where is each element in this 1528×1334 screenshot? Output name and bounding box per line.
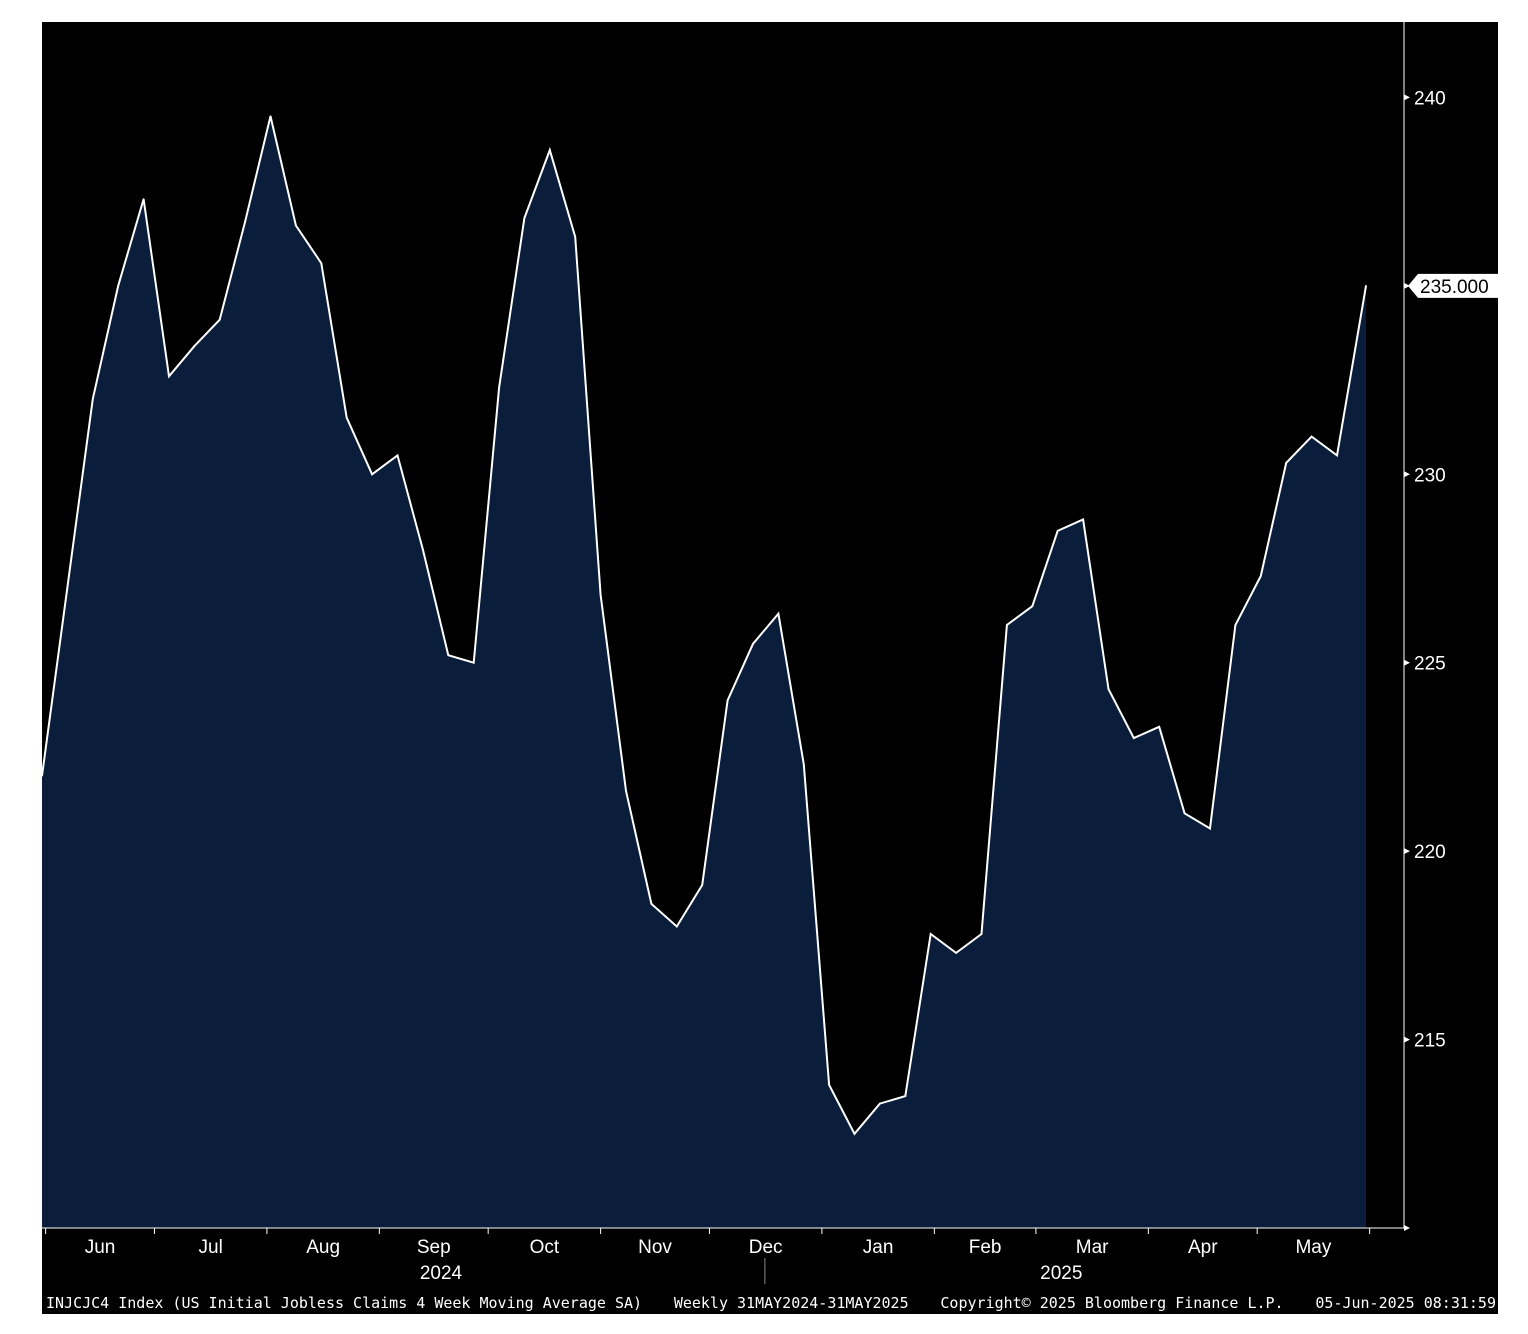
- footer-range: Weekly 31MAY2024-31MAY2025: [673, 1294, 909, 1312]
- data-point-22: [599, 594, 602, 596]
- data-point-34: [904, 1095, 907, 1097]
- chart-svg: 215220225230235240235.000JunJulAugSepOct…: [42, 22, 1498, 1284]
- data-point-35: [929, 933, 932, 935]
- x-tick-label-dec: Dec: [749, 1237, 783, 1258]
- data-point-33: [879, 1102, 881, 1105]
- y-tick-label-230: 230: [1414, 465, 1446, 486]
- data-point-42: [1107, 688, 1110, 690]
- x-tick-label-feb: Feb: [969, 1237, 1002, 1258]
- data-point-6: [193, 345, 196, 347]
- data-point-2: [92, 398, 94, 400]
- data-point-20: [549, 149, 551, 151]
- data-point-49: [1285, 462, 1287, 464]
- data-point-24: [650, 903, 653, 905]
- data-point-28: [752, 643, 754, 645]
- data-point-0: [42, 775, 43, 777]
- x-tick-label-nov: Nov: [638, 1237, 672, 1258]
- x-tick-label-may: May: [1295, 1237, 1331, 1258]
- data-point-10: [295, 224, 297, 227]
- footer-timestamp: 05-Jun-2025 08:31:59: [1315, 1294, 1496, 1312]
- last-value-badge: [1408, 273, 1498, 298]
- data-point-1: [66, 586, 69, 589]
- data-point-11: [320, 262, 323, 264]
- data-point-52: [1365, 285, 1367, 287]
- x-tick-label-jul: Jul: [199, 1237, 223, 1258]
- data-point-36: [955, 952, 957, 954]
- data-point-12: [345, 416, 348, 419]
- last-value-label: 235.000: [1420, 277, 1489, 298]
- data-point-29: [777, 612, 780, 615]
- data-point-14: [396, 454, 399, 457]
- data-point-3: [117, 285, 119, 287]
- data-point-8: [244, 220, 246, 223]
- y-tick-label-220: 220: [1414, 842, 1446, 863]
- footer-ticker: INJCJC4 Index (US Initial Jobless Claims…: [46, 1294, 643, 1312]
- footer-copyright: Copyright© 2025 Bloomberg Finance L.P.: [940, 1294, 1284, 1312]
- year-label-2024: 2024: [420, 1263, 463, 1284]
- data-point-26: [701, 884, 703, 886]
- y-tick-220: [1404, 848, 1410, 855]
- data-point-17: [472, 661, 475, 664]
- data-point-51: [1336, 454, 1338, 457]
- chart-panel: 215220225230235240235.000JunJulAugSepOct…: [42, 22, 1498, 1314]
- data-point-46: [1209, 827, 1211, 830]
- data-point-40: [1056, 530, 1059, 532]
- data-point-16: [447, 654, 450, 656]
- x-tick-label-jun: Jun: [85, 1237, 116, 1258]
- series-area: [42, 116, 1366, 1229]
- y-tick-label-240: 240: [1414, 88, 1446, 109]
- data-point-5: [168, 375, 170, 378]
- data-point-7: [218, 318, 221, 321]
- chart-footer: INJCJC4 Index (US Initial Jobless Claims…: [46, 1294, 1496, 1312]
- data-point-47: [1234, 624, 1237, 626]
- data-point-4: [142, 198, 145, 200]
- x-tick-label-jan: Jan: [863, 1237, 894, 1258]
- y-tick-240: [1404, 94, 1410, 101]
- x-tick-label-apr: Apr: [1188, 1237, 1218, 1258]
- data-point-31: [828, 1084, 830, 1086]
- data-point-37: [980, 933, 983, 935]
- data-point-38: [1006, 624, 1008, 626]
- data-point-32: [853, 1133, 856, 1135]
- data-point-27: [726, 699, 729, 702]
- x-tick-label-aug: Aug: [306, 1237, 340, 1258]
- data-point-50: [1310, 435, 1313, 438]
- data-point-18: [498, 386, 500, 389]
- data-point-13: [371, 473, 373, 476]
- year-label-2025: 2025: [1040, 1263, 1082, 1284]
- data-point-25: [676, 925, 678, 928]
- data-point-43: [1133, 737, 1135, 739]
- y-tick-225: [1404, 659, 1410, 666]
- y-tick-bottom: [1404, 1225, 1410, 1231]
- x-tick-label-mar: Mar: [1076, 1237, 1109, 1258]
- y-tick-label-225: 225: [1414, 654, 1446, 675]
- y-tick-235: [1404, 282, 1410, 289]
- data-point-23: [625, 790, 627, 792]
- data-point-39: [1031, 605, 1034, 607]
- data-point-21: [574, 236, 576, 238]
- y-tick-230: [1404, 471, 1410, 478]
- data-point-19: [523, 217, 526, 219]
- x-tick-label-oct: Oct: [530, 1237, 560, 1258]
- data-point-30: [803, 763, 805, 766]
- x-tick-label-sep: Sep: [417, 1237, 451, 1258]
- y-tick-215: [1404, 1036, 1410, 1043]
- data-point-44: [1158, 726, 1160, 728]
- data-point-41: [1082, 518, 1084, 521]
- data-point-15: [422, 548, 424, 551]
- data-point-9: [269, 115, 272, 117]
- data-point-45: [1183, 812, 1186, 815]
- y-tick-label-215: 215: [1414, 1031, 1446, 1052]
- data-point-48: [1260, 575, 1262, 577]
